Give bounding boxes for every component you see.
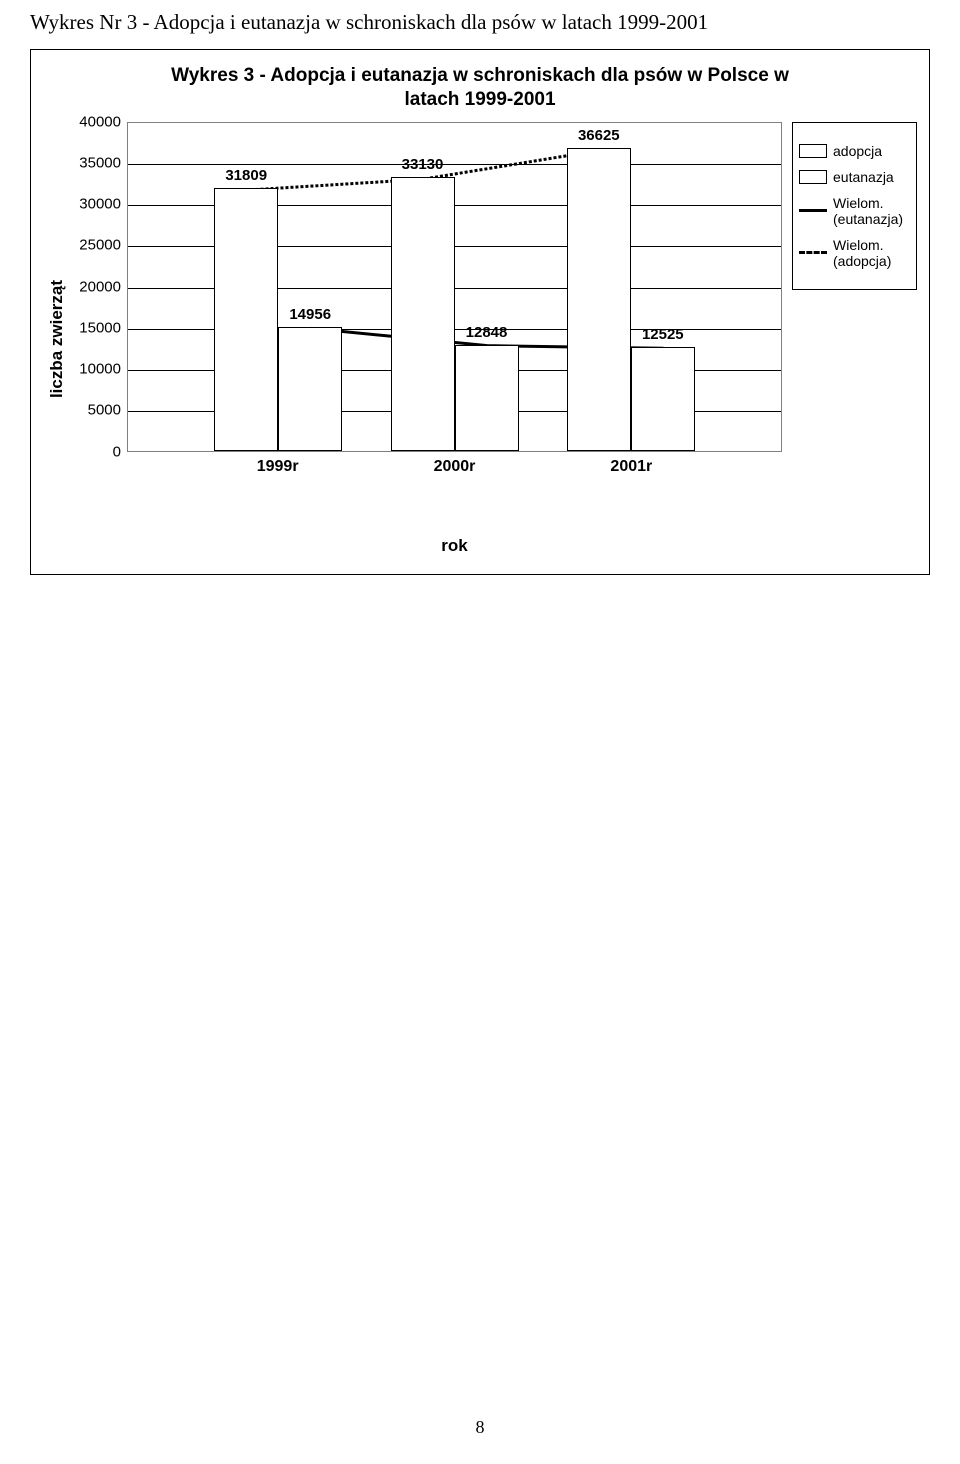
y-tick-label: 25000 [79,237,121,254]
legend-item: Wielom. (adopcja) [799,237,910,269]
bar-group: 3662512525 [567,148,695,450]
bar-value-label: 14956 [279,306,341,323]
legend-item: eutanazja [799,169,910,185]
bar-eutanazja: 14956 [278,327,342,450]
bar-value-label: 36625 [568,127,630,144]
y-tick-label: 15000 [79,319,121,336]
chart-title-line2: latach 1999-2001 [404,89,555,110]
legend-item: adopcja [799,143,910,159]
x-tick-label: 2001r [610,458,652,476]
bar-group: 3313012848 [391,177,519,450]
chart-title: Wykres 3 - Adopcja i eutanazja w schroni… [120,64,840,112]
legend-swatch [799,144,827,158]
legend-swatch [799,209,827,212]
legend-label: Wielom. (eutanazja) [833,195,910,227]
bar-adopcja: 36625 [567,148,631,450]
page-number: 8 [0,1417,960,1438]
bar-value-label: 31809 [215,167,277,184]
x-axis-label: rok [127,536,782,556]
y-tick-label: 0 [113,443,121,460]
y-tick-label: 5000 [88,402,121,419]
bar-group: 3180914956 [214,188,342,450]
bar-eutanazja: 12848 [455,345,519,451]
y-tick-label: 20000 [79,278,121,295]
x-axis: 1999r 2000r 2001r [127,452,782,506]
y-axis-label: liczba zwierząt [47,279,67,397]
y-tick-label: 30000 [79,196,121,213]
legend-swatch [799,170,827,184]
legend: adopcja eutanazja Wielom. (eutanazja) Wielo… [792,122,917,290]
chart-title-line1: Wykres 3 - Adopcja i eutanazja w schroni… [171,65,789,86]
legend-item: Wielom. (eutanazja) [799,195,910,227]
bar-value-label: 33130 [392,156,454,173]
legend-label: adopcja [833,143,882,159]
bar-value-label: 12525 [632,326,694,343]
bar-eutanazja: 12525 [631,347,695,450]
y-tick-label: 10000 [79,361,121,378]
x-tick-label: 2000r [434,458,476,476]
x-tick-label: 1999r [257,458,299,476]
legend-label: Wielom. (adopcja) [833,237,910,269]
chart-container: Wykres 3 - Adopcja i eutanazja w schroni… [30,49,930,575]
bar-adopcja: 33130 [391,177,455,450]
plot-area: 318091495633130128483662512525 [127,122,782,452]
bar-value-label: 12848 [456,324,518,341]
y-tick-label: 35000 [79,154,121,171]
y-axis-ticks: 0500010000150002000025000300003500040000 [71,122,127,452]
legend-label: eutanazja [833,169,894,185]
figure-caption: Wykres Nr 3 - Adopcja i eutanazja w schr… [30,10,930,35]
y-tick-label: 40000 [79,113,121,130]
bar-adopcja: 31809 [214,188,278,450]
legend-swatch [799,251,827,254]
